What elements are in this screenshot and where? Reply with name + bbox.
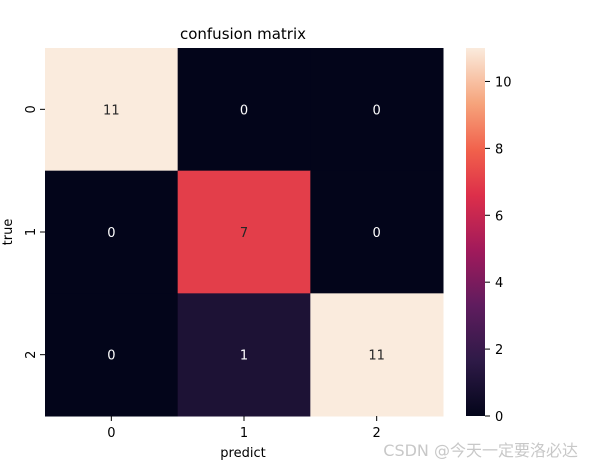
colorbar-tick-label: 2 bbox=[495, 343, 503, 358]
cell-value-label: 1 bbox=[240, 349, 248, 364]
cell-value-label: 7 bbox=[240, 226, 248, 241]
colorbar-ticks: 0 2 4 6 8 10 bbox=[485, 75, 512, 425]
watermark: CSDN @今天一定要洛必达 bbox=[383, 441, 578, 460]
x-tick-label: 0 bbox=[107, 426, 115, 441]
colorbar-tick-label: 0 bbox=[495, 410, 503, 425]
x-tick-label: 2 bbox=[373, 426, 381, 441]
heatmap-cell bbox=[310, 48, 444, 172]
cell-value-label: 0 bbox=[107, 349, 115, 364]
cell-value-label: 0 bbox=[107, 226, 115, 241]
heatmap-cell bbox=[310, 170, 444, 294]
cell-value-label: 11 bbox=[368, 349, 385, 364]
y-tick-label: 2 bbox=[24, 351, 39, 359]
colorbar-tick-label: 4 bbox=[495, 276, 503, 291]
y-tick-label: 1 bbox=[24, 228, 39, 236]
colorbar bbox=[466, 48, 485, 416]
heatmap-cell bbox=[45, 293, 179, 417]
heatmap-cell bbox=[310, 293, 444, 417]
y-axis-ticks: 0 1 2 bbox=[24, 105, 45, 359]
x-axis-label: predict bbox=[220, 446, 265, 461]
cell-labels: 11 0 00 7 00 1 11 bbox=[103, 103, 385, 363]
cell-value-label: 0 bbox=[240, 103, 248, 118]
colorbar-tick-label: 8 bbox=[495, 142, 503, 157]
chart-title: confusion matrix bbox=[180, 25, 306, 43]
colorbar-tick-label: 10 bbox=[495, 75, 512, 90]
colorbar-tick-label: 6 bbox=[495, 209, 503, 224]
cell-value-label: 0 bbox=[373, 103, 381, 118]
cell-value-label: 11 bbox=[103, 103, 120, 118]
y-tick-label: 0 bbox=[24, 105, 39, 113]
x-axis-ticks: 0 1 2 bbox=[107, 416, 381, 441]
y-axis-label: true bbox=[1, 219, 16, 246]
heatmap-cell bbox=[177, 48, 311, 172]
x-tick-label: 1 bbox=[240, 426, 248, 441]
heatmap-cell bbox=[45, 170, 179, 294]
cell-value-label: 0 bbox=[373, 226, 381, 241]
heatmap-cells bbox=[45, 48, 444, 417]
heatmap-cell bbox=[45, 48, 179, 172]
heatmap-cell bbox=[177, 170, 311, 294]
heatmap-cell bbox=[177, 293, 311, 417]
